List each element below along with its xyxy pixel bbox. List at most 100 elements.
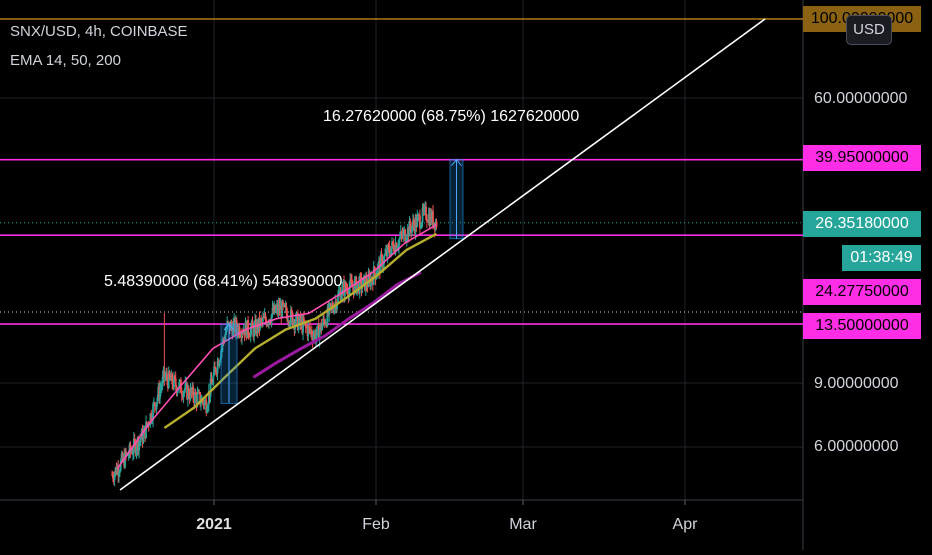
candle-body-117 [213,366,215,376]
candle-body-72 [173,376,176,378]
candle-body-270 [346,289,349,295]
candle-body-88 [187,387,190,397]
candle-body-312 [383,255,386,264]
candle-body-126 [221,346,223,351]
candle-body-111 [207,390,210,405]
candle-body-247 [326,307,329,326]
price-tick-9: 9.00000000 [814,375,899,392]
candle-body-318 [388,246,391,253]
candle-body-346 [412,220,415,225]
candle-body-21 [129,444,132,452]
candle-body-47 [152,404,154,421]
candle-body-241 [321,325,324,331]
candle-body-114 [210,378,213,383]
candle-body-174 [262,317,265,319]
currency-button[interactable]: USD [846,15,892,45]
candle-body-77 [178,382,181,390]
candle-body-207 [291,312,294,325]
candle-body-320 [390,248,393,256]
candle-body-159 [249,328,252,337]
candle-body-149 [241,332,243,338]
bar-countdown: 01:38:49 [842,245,921,271]
candle-body-101 [199,392,202,405]
candle-body-60 [163,371,166,379]
candle-body-9 [118,470,121,473]
measure-arrow-head-0 [223,323,235,331]
candle-body-195 [281,301,284,317]
candle-body-244 [323,320,326,326]
candle-body-32 [139,440,141,442]
candle-body-188 [275,308,277,313]
candle-body-56 [159,387,162,390]
candle-body-43 [148,424,151,426]
candle-body-132 [226,321,229,330]
candle-body-268 [344,282,347,289]
candle-body-344 [411,226,413,233]
candle-body-313 [384,253,386,256]
candle-body-276 [351,286,354,288]
candle-body-358 [423,207,426,212]
candle-body-275 [350,281,353,287]
candle-body-322 [391,241,394,245]
candle-body-219 [302,318,304,333]
candle-body-80 [180,392,183,396]
ema-indicator-label[interactable]: EMA 14, 50, 200 [10,52,121,69]
candle-body-65 [167,371,170,388]
candle-body-295 [368,274,371,277]
candle-body-157 [248,334,250,337]
candle-body-222 [304,322,307,327]
candle-body-231 [312,335,315,341]
candle-body-310 [381,255,384,268]
candle-body-178 [266,322,269,326]
candle-body-33 [139,438,142,441]
candle-body-234 [315,336,318,342]
candle-body-113 [209,378,212,397]
candle-body-26 [133,438,136,442]
time-tick-apr: Apr [672,516,698,533]
candle-body-10 [119,460,122,471]
candle-body-82 [182,392,185,398]
candle-body-328 [397,246,400,248]
candle-body-223 [305,326,308,328]
symbol-title[interactable]: SNX/USD, 4h, COINBASE [10,23,188,40]
candle-body-19 [127,455,130,457]
candle-body-71 [173,376,175,388]
candle-body-63 [166,373,168,380]
candle-body-96 [194,391,197,395]
candle-body-161 [251,321,254,327]
measure-arrow-head-1 [451,158,462,166]
candle-body-200 [285,306,288,314]
candle-body-1 [112,474,114,479]
candle-body-116 [212,375,215,385]
ema-line-ema-14 [116,224,437,470]
candle-body-130 [224,333,227,341]
candle-body-156 [247,320,249,335]
candle-body-267 [344,282,346,297]
candle-body-317 [387,245,390,247]
candle-body-272 [348,287,351,297]
candle-body-120 [215,372,218,374]
candle-body-3 [113,472,116,481]
candle-body-331 [399,232,402,238]
candle-body-264 [341,284,344,296]
candle-body-90 [189,388,192,400]
candle-body-284 [358,276,361,294]
candle-body-263 [340,295,343,302]
candle-body-98 [196,393,199,405]
candle-body-84 [184,383,187,390]
price-tag-39-95: 39.95000000 [803,145,921,171]
candle-body-326 [395,243,398,250]
candle-body-372 [435,221,438,228]
candle-body-368 [432,211,434,227]
candle-body-259 [337,294,339,304]
candle-body-102 [200,402,202,405]
candle-body-329 [398,239,400,247]
candle-body-75 [176,390,179,393]
candle-body-286 [360,277,363,289]
candle-body-173 [262,317,264,322]
candle-body-49 [153,402,156,407]
candle-body-238 [318,330,321,341]
candle-body-24 [132,452,134,455]
